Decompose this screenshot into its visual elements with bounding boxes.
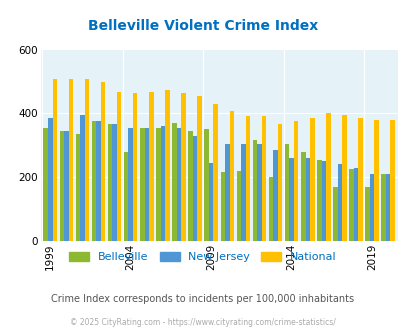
Bar [261,116,266,241]
Bar [172,123,176,241]
Bar [160,126,165,241]
Bar [204,129,209,241]
Bar [277,124,281,241]
Bar [149,92,153,241]
Bar [333,187,337,241]
Bar [300,151,305,241]
Bar [321,161,325,241]
Bar [48,118,52,241]
Bar [273,150,277,241]
Bar [309,118,314,241]
Bar [140,128,144,241]
Bar [80,115,85,241]
Bar [257,144,261,241]
Bar [75,134,80,241]
Bar [165,90,169,241]
Bar [43,128,48,241]
Bar [52,79,57,241]
Bar [341,115,346,241]
Bar [60,131,64,241]
Bar [252,141,257,241]
Bar [108,124,112,241]
Bar [117,92,121,241]
Text: © 2025 CityRating.com - https://www.cityrating.com/crime-statistics/: © 2025 CityRating.com - https://www.city… [70,318,335,327]
Bar [337,164,341,241]
Bar [68,79,73,241]
Bar [289,158,293,241]
Bar [316,160,321,241]
Bar [385,174,390,241]
Bar [176,128,181,241]
Bar [96,121,100,241]
Bar [197,96,201,241]
Legend: Belleville, New Jersey, National: Belleville, New Jersey, National [64,248,341,267]
Bar [241,144,245,241]
Bar [390,120,394,241]
Bar [92,121,96,241]
Bar [357,118,362,241]
Bar [381,174,385,241]
Bar [229,111,233,241]
Bar [245,116,249,241]
Bar [369,174,373,241]
Bar [112,124,117,241]
Bar [284,144,289,241]
Bar [124,151,128,241]
Bar [181,92,185,241]
Bar [353,168,357,241]
Bar [236,171,241,241]
Bar [100,82,105,241]
Bar [133,93,137,241]
Bar [348,169,353,241]
Bar [373,120,378,241]
Bar [364,187,369,241]
Bar [293,121,298,241]
Bar [224,144,229,241]
Bar [128,128,133,241]
Bar [144,128,149,241]
Bar [268,177,273,241]
Bar [64,131,68,241]
Bar [209,163,213,241]
Bar [325,113,330,241]
Bar [192,136,197,241]
Bar [188,131,192,241]
Bar [213,104,217,241]
Bar [220,172,224,241]
Text: Crime Index corresponds to incidents per 100,000 inhabitants: Crime Index corresponds to incidents per… [51,294,354,304]
Bar [305,158,309,241]
Bar [156,128,160,241]
Text: Belleville Violent Crime Index: Belleville Violent Crime Index [87,19,318,33]
Bar [85,79,89,241]
